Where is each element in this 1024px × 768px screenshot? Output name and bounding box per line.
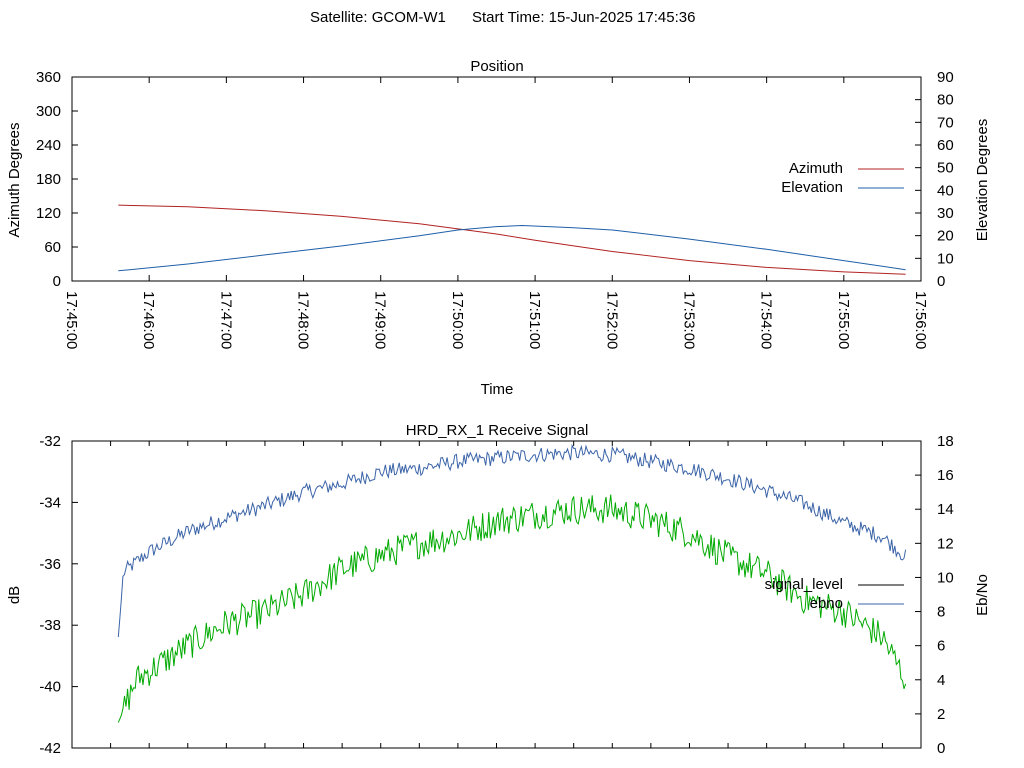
x-tick-label: 17:48:00: [295, 291, 312, 349]
y2-tick-label: 0: [937, 740, 945, 757]
position-y2label: Elevation Degrees: [974, 119, 991, 242]
signal-title: HRD_RX_1 Receive Signal: [406, 422, 589, 439]
position-xlabel: Time: [481, 381, 514, 398]
y-tick-label: -34: [39, 494, 61, 511]
y2-tick-label: 40: [937, 182, 954, 199]
y2-tick-label: 30: [937, 205, 954, 222]
signal-axes: -42 -40 -38 -36 -34 -32 0 2 4 6 8 10 12 14 16 18: [39, 433, 953, 757]
x-tick-label: 17:50:00: [449, 291, 466, 349]
position-series: [118, 204, 906, 275]
y-tick-label: 240: [36, 137, 61, 154]
y-tick-label: 360: [36, 69, 61, 86]
y2-tick-label: 4: [937, 672, 945, 689]
y2-tick-label: 14: [937, 501, 954, 518]
position-title: Position: [470, 58, 523, 75]
y2-tick-label: 12: [937, 535, 954, 552]
y2-tick-label: 18: [937, 433, 954, 450]
x-tick-label: 17:46:00: [140, 291, 157, 349]
y2-tick-label: 10: [937, 250, 954, 267]
y2-tick-label: 70: [937, 114, 954, 131]
series-line-Azimuth: [118, 204, 906, 275]
y-tick-label: -42: [39, 740, 61, 757]
y-tick-label: -38: [39, 617, 61, 634]
x-tick-label: 17:47:00: [217, 291, 234, 349]
legend-label: Azimuth: [789, 160, 843, 177]
x-tick-label: 17:54:00: [758, 291, 775, 349]
y2-tick-label: 60: [937, 137, 954, 154]
signal-plot-frame: [71, 440, 922, 749]
y2-tick-label: 16: [937, 467, 954, 484]
y2-tick-label: 0: [937, 273, 945, 290]
y-tick-label: 120: [36, 205, 61, 222]
position-legend: Azimuth Elevation: [781, 160, 904, 196]
legend-label: Elevation: [781, 179, 843, 196]
y-tick-label: 180: [36, 171, 61, 188]
y2-tick-label: 80: [937, 92, 954, 109]
x-tick-label: 17:56:00: [912, 291, 929, 349]
position-ylabel: Azimuth Degrees: [6, 122, 23, 237]
signal-series: [117, 443, 907, 723]
x-tick-label: 17:52:00: [603, 291, 620, 349]
series-line-ebno: [117, 443, 907, 638]
y-tick-label: 0: [53, 273, 61, 290]
y2-tick-label: 20: [937, 228, 954, 245]
y2-tick-label: 90: [937, 69, 954, 86]
y-tick-label: -32: [39, 433, 61, 450]
x-tick-label: 17:45:00: [63, 291, 80, 349]
x-tick-label: 17:53:00: [680, 291, 697, 349]
signal-y2label: Eb/No: [974, 574, 991, 616]
header-satellite: Satellite: GCOM-W1: [310, 9, 446, 26]
y2-tick-label: 2: [937, 706, 945, 723]
x-tick-label: 17:55:00: [835, 291, 852, 349]
legend-label: signal_level: [765, 576, 843, 593]
y2-tick-label: 10: [937, 569, 954, 586]
series-line-unnamed: [117, 494, 907, 723]
y-tick-label: 60: [44, 239, 61, 256]
y2-tick-label: 8: [937, 604, 945, 621]
y-tick-label: 300: [36, 103, 61, 120]
position-axes: 0 60 120 180 240 300 360 0 10 20 30 40 50 60 70 80 90 17:…: [36, 69, 954, 349]
y2-tick-label: 50: [937, 160, 954, 177]
position-chart: Position Azimuth Degrees Elevation Degre…: [6, 58, 991, 398]
series-line-Elevation: [118, 224, 906, 272]
y-tick-label: -40: [39, 679, 61, 696]
x-tick-label: 17:51:00: [526, 291, 543, 349]
y-tick-label: -36: [39, 556, 61, 573]
x-tick-label: 17:49:00: [372, 291, 389, 349]
signal-chart: HRD_RX_1 Receive Signal dB Eb/No -42-40-…: [6, 422, 991, 757]
legend-label: ebno: [810, 595, 843, 612]
y2-tick-label: 6: [937, 638, 945, 655]
signal-ylabel: dB: [6, 586, 23, 604]
header-start-time: Start Time: 15-Jun-2025 17:45:36: [472, 9, 695, 26]
